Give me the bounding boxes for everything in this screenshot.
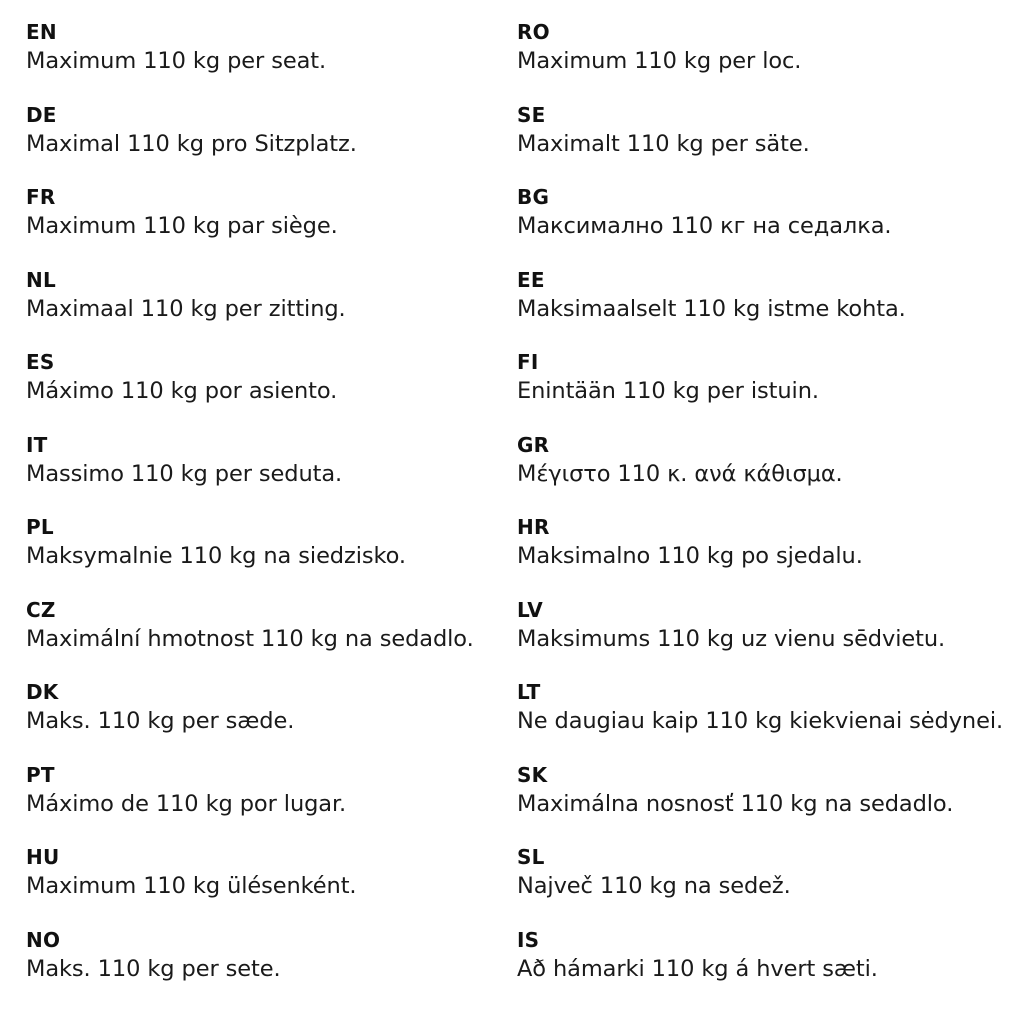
weight-limit-text-cz: Maximální hmotnost 110 kg na sedadlo. bbox=[26, 625, 474, 652]
weight-limit-text-it: Massimo 110 kg per seduta. bbox=[26, 460, 343, 487]
weight-limit-text-se: Maximalt 110 kg per säte. bbox=[517, 130, 810, 157]
language-code-fr: FR bbox=[26, 185, 56, 209]
language-code-ro: RO bbox=[517, 20, 550, 44]
language-entry-pt: PT Máximo de 110 kg por lugar. bbox=[26, 763, 500, 820]
weight-limit-text-ee: Maksimaalselt 110 kg istme kohta. bbox=[517, 295, 906, 322]
weight-limit-text-ro: Maximum 110 kg per loc. bbox=[517, 48, 802, 74]
language-code-sl: SL bbox=[517, 845, 545, 869]
language-code-gr: GR bbox=[517, 432, 550, 457]
weight-limit-text-sl: Največ 110 kg na sedež. bbox=[517, 873, 791, 899]
language-entry-lt: LT Ne daugiau kaip 110 kg kiekvienai sėd… bbox=[517, 680, 1024, 737]
language-code-hr: HR bbox=[517, 515, 550, 539]
language-code-de: DE bbox=[26, 102, 57, 127]
language-code-is: IS bbox=[517, 927, 540, 952]
language-code-en: EN bbox=[26, 20, 57, 44]
language-entry-es: ES Máximo 110 kg por asiento. bbox=[26, 350, 500, 407]
language-code-dk: DK bbox=[26, 680, 59, 704]
weight-limit-text-dk: Maks. 110 kg per sæde. bbox=[26, 708, 295, 734]
weight-limit-text-pt: Máximo de 110 kg por lugar. bbox=[26, 790, 347, 817]
weight-limit-text-no: Maks. 110 kg per sete. bbox=[26, 955, 281, 982]
language-entry-gr: GR Μέγιστο 110 κ. ανά κάθισμα. bbox=[517, 433, 1024, 490]
language-code-pl: PL bbox=[26, 515, 54, 539]
language-code-cz: CZ bbox=[26, 597, 56, 622]
weight-limit-text-de: Maximal 110 kg pro Sitzplatz. bbox=[26, 130, 357, 157]
weight-limit-text-lt: Ne daugiau kaip 110 kg kiekvienai sėdyne… bbox=[517, 708, 1004, 734]
language-code-pt: PT bbox=[26, 762, 55, 787]
weight-limit-text-pl: Maksymalnie 110 kg na siedzisko. bbox=[26, 543, 406, 569]
weight-limit-text-nl: Maximaal 110 kg per zitting. bbox=[26, 295, 346, 322]
language-entry-en: EN Maximum 110 kg per seat. bbox=[26, 20, 500, 77]
weight-limit-text-is: Að hámarki 110 kg á hvert sæti. bbox=[517, 955, 878, 982]
language-entry-is: IS Að hámarki 110 kg á hvert sæti. bbox=[517, 928, 1024, 985]
language-code-nl: NL bbox=[26, 267, 56, 292]
language-code-lv: LV bbox=[517, 597, 543, 622]
language-entry-sk: SK Maximálna nosnosť 110 kg na sedadlo. bbox=[517, 763, 1024, 820]
language-entry-it: IT Massimo 110 kg per seduta. bbox=[26, 433, 500, 490]
language-code-no: NO bbox=[26, 927, 61, 952]
language-entry-dk: DK Maks. 110 kg per sæde. bbox=[26, 680, 500, 737]
weight-limit-text-bg: Максимално 110 кг на седалка. bbox=[517, 213, 892, 239]
language-entry-nl: NL Maximaal 110 kg per zitting. bbox=[26, 268, 500, 325]
language-code-ee: EE bbox=[517, 267, 545, 292]
language-entry-ee: EE Maksimaalselt 110 kg istme kohta. bbox=[517, 268, 1024, 325]
language-entry-hr: HR Maksimalno 110 kg po sjedalu. bbox=[517, 515, 1024, 572]
language-entry-sl: SL Največ 110 kg na sedež. bbox=[517, 845, 1024, 902]
language-code-bg: BG bbox=[517, 185, 550, 209]
weight-limit-text-gr: Μέγιστο 110 κ. ανά κάθισμα. bbox=[517, 460, 843, 487]
language-entry-hu: HU Maximum 110 kg ülésenként. bbox=[26, 845, 500, 902]
language-code-se: SE bbox=[517, 102, 546, 127]
language-entry-se: SE Maximalt 110 kg per säte. bbox=[517, 103, 1024, 160]
language-entry-ro: RO Maximum 110 kg per loc. bbox=[517, 20, 1024, 77]
left-language-column: EN Maximum 110 kg per seat. DE Maximal 1… bbox=[0, 20, 500, 985]
weight-limit-text-lv: Maksimums 110 kg uz vienu sēdvietu. bbox=[517, 625, 946, 652]
weight-limit-text-hr: Maksimalno 110 kg po sjedalu. bbox=[517, 543, 863, 569]
language-entry-pl: PL Maksymalnie 110 kg na siedzisko. bbox=[26, 515, 500, 572]
language-code-es: ES bbox=[26, 350, 55, 374]
weight-limit-text-sk: Maximálna nosnosť 110 kg na sedadlo. bbox=[517, 790, 954, 817]
language-entry-de: DE Maximal 110 kg pro Sitzplatz. bbox=[26, 103, 500, 160]
weight-limit-text-hu: Maximum 110 kg ülésenként. bbox=[26, 873, 357, 899]
language-code-hu: HU bbox=[26, 845, 60, 869]
weight-limit-text-es: Máximo 110 kg por asiento. bbox=[26, 378, 338, 404]
right-language-column: RO Maximum 110 kg per loc. SE Maximalt 1… bbox=[500, 20, 1024, 985]
language-code-it: IT bbox=[26, 432, 48, 457]
language-entry-fi: FI Enintään 110 kg per istuin. bbox=[517, 350, 1024, 407]
weight-limit-text-fi: Enintään 110 kg per istuin. bbox=[517, 378, 819, 404]
language-entry-cz: CZ Maximální hmotnost 110 kg na sedadlo. bbox=[26, 598, 500, 655]
language-entry-lv: LV Maksimums 110 kg uz vienu sēdvietu. bbox=[517, 598, 1024, 655]
language-entry-fr: FR Maximum 110 kg par siège. bbox=[26, 185, 500, 242]
weight-limit-text-en: Maximum 110 kg per seat. bbox=[26, 48, 327, 74]
language-entry-no: NO Maks. 110 kg per sete. bbox=[26, 928, 500, 985]
language-code-sk: SK bbox=[517, 762, 548, 787]
weight-limit-text-fr: Maximum 110 kg par siège. bbox=[26, 213, 338, 239]
language-entry-bg: BG Максимално 110 кг на седалка. bbox=[517, 185, 1024, 242]
language-code-lt: LT bbox=[517, 680, 541, 704]
language-code-fi: FI bbox=[517, 350, 539, 374]
